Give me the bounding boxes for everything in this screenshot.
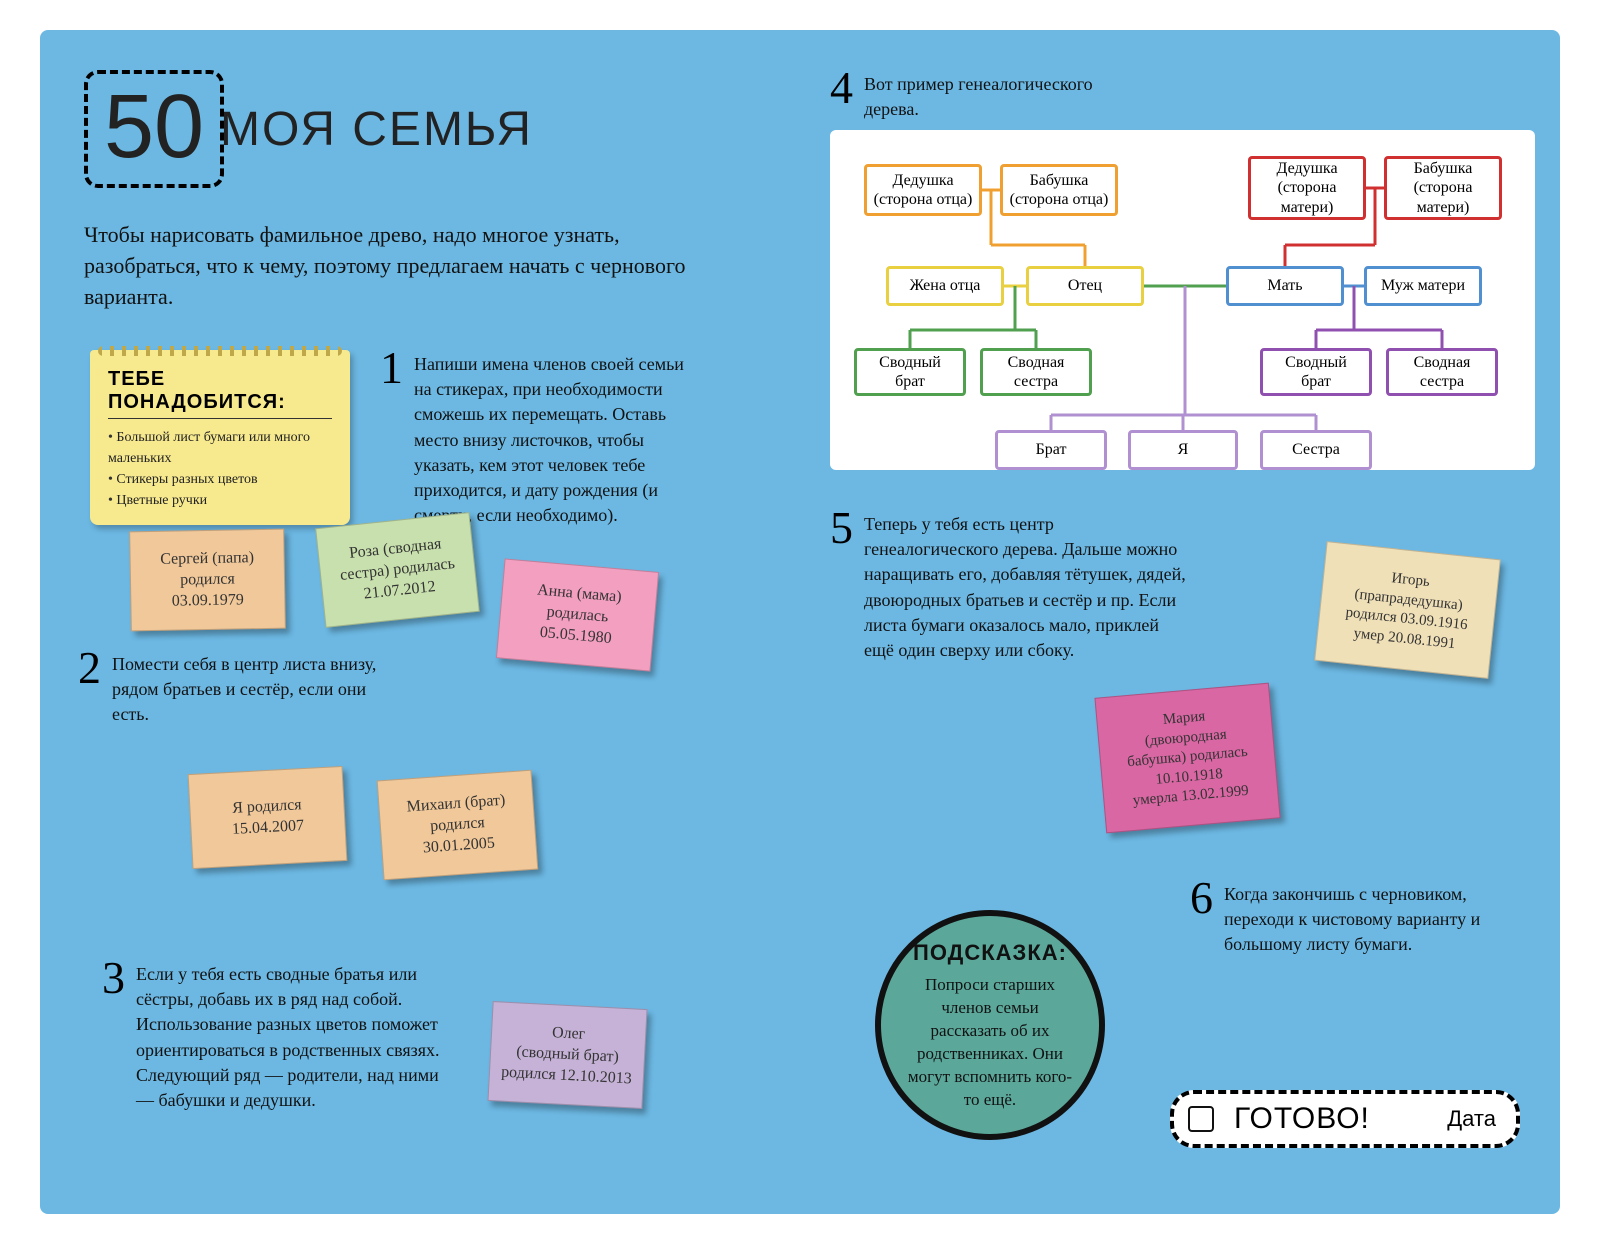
tree-node: Отец [1026, 266, 1144, 306]
step-num: 1 [380, 350, 408, 528]
materials-heading: ТЕБЕ ПОНАДОБИТСЯ: [108, 368, 332, 419]
tree-node: Своднаясестра [1386, 348, 1498, 396]
tree-node: Сводныйбрат [1260, 348, 1372, 396]
sticky-note: Я родился15.04.2007 [188, 766, 348, 869]
tree-node: Дедушка(сторонаматери) [1248, 156, 1366, 220]
family-tree: Дедушка(сторона отца) Бабушка(сторона отц… [830, 130, 1535, 470]
step-text: Теперь у тебя есть центр генеалогическог… [864, 510, 1190, 663]
done-checkbox[interactable] [1188, 1106, 1214, 1132]
tip-bubble: ПОДСКАЗКА: Попроси старших членов семьи … [875, 910, 1105, 1140]
sticky-note: Мария(двоюроднаябабушка) родилась10.10.1… [1094, 683, 1280, 833]
done-box[interactable]: Готово! Дата [1170, 1090, 1520, 1148]
tree-node: Сестра [1260, 430, 1372, 470]
tree-node: Я [1128, 430, 1238, 470]
tip-text: Попроси старших членов семьи рассказать … [905, 974, 1075, 1112]
step-1: 1 Напиши имена членов своей семьи на сти… [380, 350, 700, 528]
page-number-badge: 50 [84, 70, 224, 188]
step-text: Помести себя в центр листа внизу, рядом … [112, 650, 378, 728]
step-num: 4 [830, 70, 858, 122]
step-num: 3 [102, 960, 130, 1113]
step-6: 6 Когда закончишь с черновиком, переходи… [1190, 880, 1510, 958]
sticky-note: Олег(сводный брат)родился 12.10.2013 [487, 1001, 647, 1109]
tip-heading: ПОДСКАЗКА: [913, 938, 1067, 968]
step-num: 6 [1190, 880, 1218, 958]
tree-node: Бабушка(сторонаматери) [1384, 156, 1502, 220]
tree-node: Своднаясестра [980, 348, 1092, 396]
step-text: Вот пример генеалогического дерева. [864, 70, 1130, 122]
sticky-note: Михаил (брат)родился30.01.2005 [377, 770, 539, 881]
tree-node: Брат [995, 430, 1107, 470]
step-4: 4 Вот пример генеалогического дерева. [830, 70, 1130, 122]
sticky-note: Сергей (папа)родился03.09.1979 [129, 529, 286, 632]
tree-node: Дедушка(сторона отца) [864, 164, 982, 216]
page: 50 МОЯ СЕМЬЯ Чтобы нарисовать фамильное … [40, 30, 1560, 1214]
done-label: Готово! [1234, 1102, 1370, 1136]
step-text: Если у тебя есть сводные братья или сёст… [136, 960, 442, 1113]
materials-item: Стикеры разных цветов [108, 469, 332, 490]
step-text: Напиши имена членов своей семьи на стике… [414, 350, 700, 528]
tree-node: Муж матери [1364, 266, 1482, 306]
tree-node: Бабушка(сторона отца) [1000, 164, 1118, 216]
materials-item: Большой лист бумаги или много маленьких [108, 427, 332, 469]
sticky-note: Игорь(прапрадедушка)родился 03.09.1916ум… [1314, 541, 1501, 679]
step-num: 5 [830, 510, 858, 663]
tree-node: Мать [1226, 266, 1344, 306]
intro-text: Чтобы нарисовать фамильное древо, надо м… [84, 220, 704, 312]
page-title: МОЯ СЕМЬЯ [220, 102, 533, 157]
step-num: 2 [78, 650, 106, 728]
tree-node: Жена отца [886, 266, 1004, 306]
materials-note: ТЕБЕ ПОНАДОБИТСЯ: Большой лист бумаги ил… [90, 350, 350, 525]
sticky-note: Анна (мама)родилась05.05.1980 [496, 558, 659, 672]
tree-node: Сводныйбрат [854, 348, 966, 396]
step-3: 3 Если у тебя есть сводные братья или сё… [102, 960, 442, 1113]
materials-item: Цветные ручки [108, 490, 332, 511]
done-date-label: Дата [1447, 1106, 1496, 1132]
sticky-note: Роза (своднаясестра) родилась21.07.2012 [315, 512, 480, 628]
step-5: 5 Теперь у тебя есть центр генеалогическ… [830, 510, 1190, 663]
step-text: Когда закончишь с черновиком, переходи к… [1224, 880, 1510, 958]
step-2: 2 Помести себя в центр листа внизу, рядо… [78, 650, 378, 728]
